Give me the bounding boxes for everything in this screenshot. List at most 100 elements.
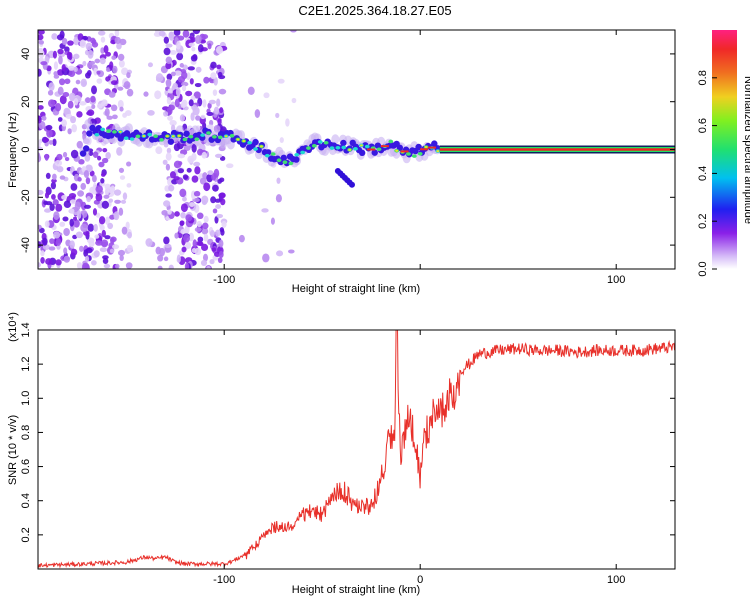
noise-speckle [78,159,85,165]
ridge-highlight [112,130,117,134]
ridge-highlight [247,140,253,145]
noise-speckle [67,128,72,135]
ridge-peak [260,145,263,148]
noise-speckle [103,45,109,54]
noise-speckle [263,92,270,99]
ridge-highlight [311,144,317,148]
noise-speckle [183,144,191,152]
noise-speckle [215,229,221,237]
ridge-peak [348,148,352,151]
noise-speckle [49,203,55,211]
noise-speckle [192,239,197,249]
noise-speckle [207,43,212,50]
noise-speckle [126,244,133,253]
ridge-highlight [329,146,335,150]
y-tick-label: 0.2 [20,527,32,542]
noise-speckle [50,181,57,190]
noise-speckle [168,31,175,41]
y-tick-label: -20 [20,189,32,205]
noise-speckle [114,30,120,37]
noise-speckle [62,151,68,158]
noise-speckle [73,66,78,73]
noise-speckle [70,149,79,159]
ridge-core [86,130,93,137]
noise-speckle [102,258,109,265]
noise-speckle [51,178,57,183]
noise-speckle [48,140,54,145]
ridge-peak [360,144,363,147]
ridge-highlight [129,137,135,141]
noise-speckle [155,73,164,83]
noise-speckle [61,194,68,200]
ridge-highlight [406,152,411,156]
noise-speckle [38,142,41,147]
noise-speckle [173,160,182,169]
snr-axes: -100 0 100 0.2 0.4 0.6 0.8 1.0 1.2 1.4 [20,322,675,586]
noise-speckle [67,65,75,71]
noise-speckle [186,167,192,173]
noise-speckle [118,59,125,68]
noise-speckle [174,70,182,77]
noise-speckle [38,146,43,151]
ridge-highlight [206,131,211,135]
ridge-core [396,144,404,152]
noise-speckle [83,170,90,179]
noise-speckle [202,253,209,262]
noise-speckle [69,92,76,102]
y-tick-label: 0 [20,146,32,152]
y-tick-label: 1.4 [20,322,32,337]
ridge-highlight [229,134,235,138]
noise-speckle [82,138,90,145]
noise-speckle [97,30,106,36]
noise-speckle [69,199,77,205]
ridge-highlight [288,161,294,166]
noise-speckle [48,99,56,108]
noise-speckle [46,129,53,138]
noise-speckle [191,46,196,52]
noise-speckle [69,218,75,227]
noise-speckle [85,42,93,51]
noise-speckle [125,221,130,230]
noise-speckle [165,193,172,198]
noise-speckle [173,30,181,36]
noise-speckle [166,73,173,81]
noise-speckle [193,91,201,99]
noise-speckle [176,254,181,263]
ridge-highlight [153,134,159,139]
noise-speckle [176,40,181,50]
noise-speckle [219,227,225,233]
noise-speckle [177,168,185,174]
ridge-highlight [276,158,282,163]
y-tick-label: 40 [20,48,32,60]
noise-speckle [127,231,132,239]
noise-speckle [191,143,197,153]
noise-speckle [117,86,124,91]
noise-speckle [38,30,45,35]
noise-speckle [179,220,185,226]
ridge-core [183,130,190,137]
noise-speckle [61,119,68,127]
noise-speckle [55,203,63,212]
noise-speckle [212,208,218,214]
noise-speckle [83,204,92,209]
noise-speckle [201,151,208,159]
noise-speckle [53,71,58,76]
noise-speckle [45,258,53,265]
colorbar-tick-label: 0.0 [697,261,709,276]
noise-speckle [196,212,204,220]
noise-speckle [112,65,118,74]
noise-speckle [99,247,108,253]
noise-speckle [79,245,84,252]
noise-speckle [62,92,70,98]
noise-speckle [116,42,122,50]
noise-speckle [164,243,172,248]
noise-speckle [110,104,118,112]
noise-speckle [44,153,49,161]
noise-speckle [56,153,63,161]
noise-speckle [203,182,211,192]
noise-speckle [117,249,126,256]
noise-speckle [100,36,106,43]
noise-speckle [84,255,90,263]
noise-speckle [165,152,172,161]
ridge-halo [331,134,340,145]
